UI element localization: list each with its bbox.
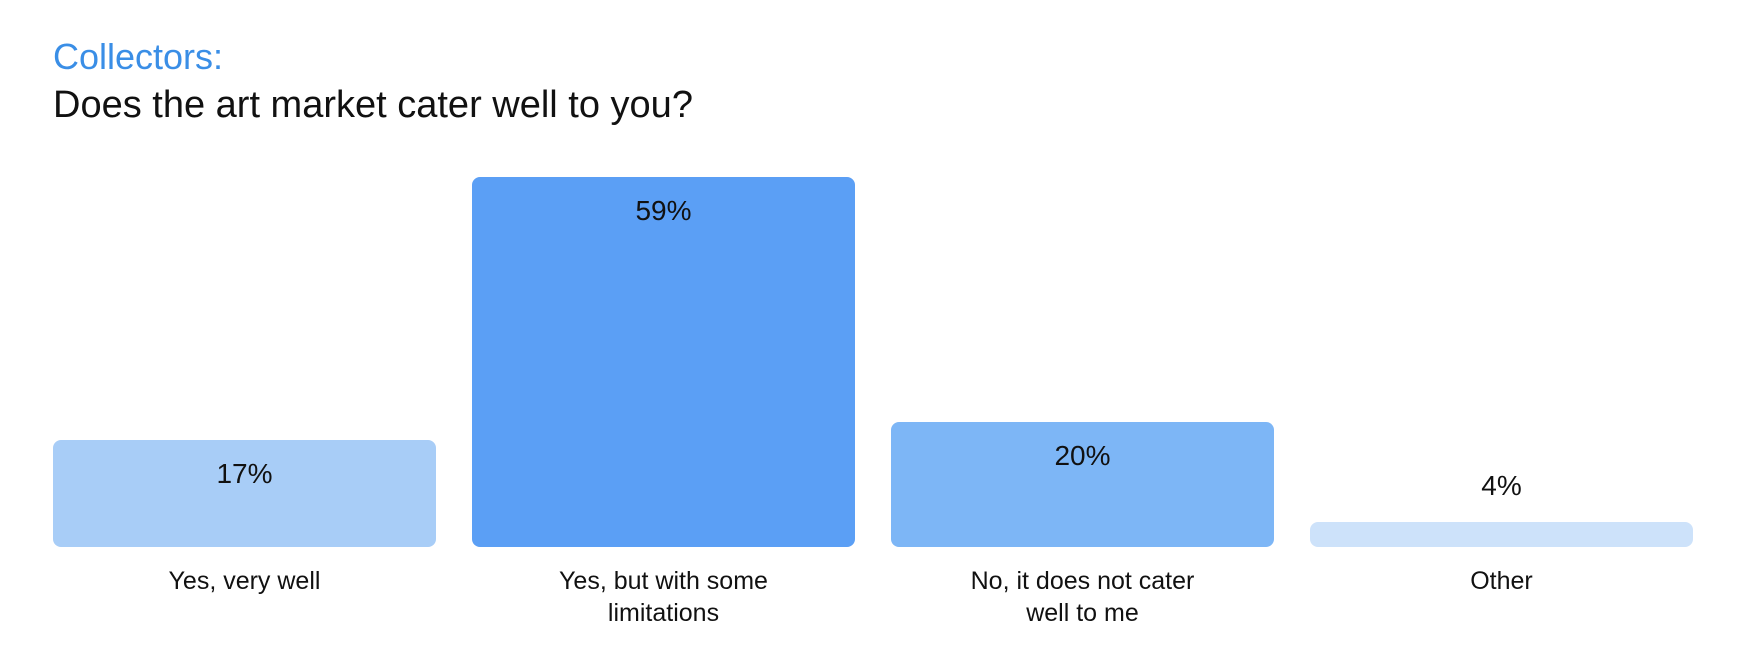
value-label: 59% [635,195,692,226]
value-label: 20% [1054,439,1111,471]
x-tick-label: Yes, but with some limitations [559,567,768,627]
bar [53,440,436,547]
value-label: 4% [1481,469,1522,501]
bar [472,177,855,547]
x-tick-label: Yes, very well [168,567,321,595]
chart-title: Collectors: [53,36,224,77]
value-label: 17% [216,458,273,490]
bar [891,421,1274,547]
x-tick-label: No, it does not cater well to me [970,567,1195,627]
x-tick-label: Other [1470,567,1533,595]
bar [1310,521,1693,547]
chart-subtitle: Does the art market cater well to you? [53,84,693,126]
